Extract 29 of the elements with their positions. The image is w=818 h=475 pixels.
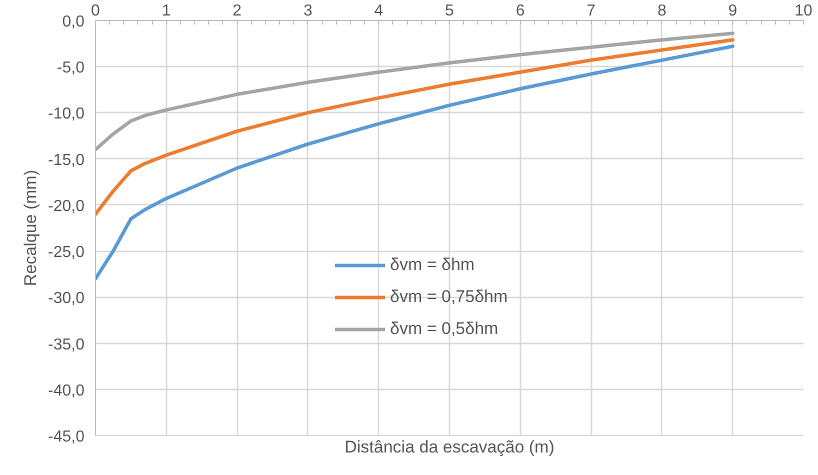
x-tick-label: 8 [657,2,666,20]
y-tick-label: -5,0 [56,60,85,77]
line-series [96,32,734,152]
x-tick-label: 10 [794,2,812,20]
x-tick-label: 2 [232,2,242,20]
x-tick-label: 9 [728,2,738,20]
legend-label: δvm = 0,75δhm [390,286,508,308]
y-tick-label: -45,0 [48,428,85,446]
y-tick-label: -35,0 [48,336,85,354]
legend-label: δvm = 0,5δhm [390,318,498,340]
y-tick-label: -25,0 [48,244,85,262]
x-tick-label: 3 [303,2,312,20]
line-series [96,38,734,216]
x-tick-label: 5 [445,2,454,20]
x-tick-label: 0 [91,2,100,20]
line-series [96,44,734,280]
y-tick-label: -10,0 [48,106,85,123]
y-axis-title: Recalque (mm) [21,170,40,286]
y-tick-label: -30,0 [48,290,85,308]
x-tick-label: 7 [586,2,596,20]
y-tick-label: -40,0 [48,382,85,400]
y-tick-label: -15,0 [48,152,85,169]
x-axis-title: Distância da escavação (m) [344,438,554,456]
legend-label: δvm = δhm [390,254,475,276]
x-tick-label: 6 [516,2,525,20]
x-tick-label: 4 [374,2,384,20]
y-tick-label: -20,0 [48,198,85,215]
x-tick-label: 1 [162,2,171,20]
y-tick-label: 0,0 [62,14,85,30]
